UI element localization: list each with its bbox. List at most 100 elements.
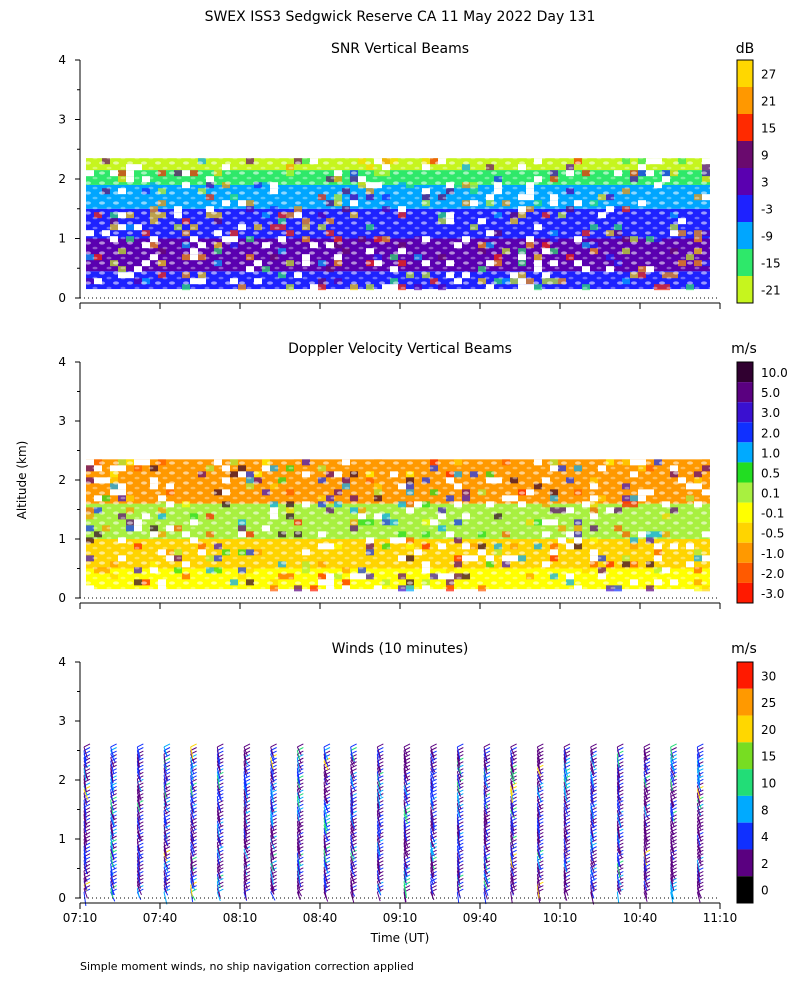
wind-barb-flag (323, 743, 331, 748)
wind-barb-flag (643, 743, 651, 748)
wind-barb (83, 846, 87, 861)
wind-barb (136, 870, 141, 881)
colorbar-swatch (737, 742, 753, 770)
wind-barb (563, 753, 567, 764)
wind-barb (430, 746, 435, 758)
wind-barb (456, 750, 461, 762)
wind-barb-flag (110, 789, 117, 794)
wind-barb (270, 884, 275, 895)
wind-barb (270, 753, 275, 763)
wind-barb (456, 831, 461, 846)
wind-barb (136, 778, 140, 792)
wind-barb (136, 860, 141, 871)
wind-barb-flag (163, 743, 171, 748)
wind-barb (616, 753, 620, 768)
colorbar-swatch (737, 60, 753, 87)
wind-barb (483, 775, 487, 786)
y-tick-label: 3 (58, 414, 66, 428)
wind-barb (216, 789, 222, 799)
wind-barb (350, 746, 354, 760)
wind-barb (243, 821, 248, 835)
wind-barb (643, 757, 647, 770)
wind-barb (83, 892, 87, 907)
wind-barb (616, 856, 620, 867)
wind-barb (190, 785, 193, 797)
wind-barb (643, 792, 648, 801)
wind-barb (190, 768, 194, 781)
wind-barb (83, 821, 87, 833)
wind-barb (616, 821, 620, 832)
wind-barb (110, 799, 114, 815)
wind-barb (696, 789, 701, 800)
wind-barb (350, 853, 354, 862)
wind-barb (563, 870, 567, 886)
wind-barb (163, 782, 166, 793)
wind-barb (456, 853, 460, 865)
wind-barb (536, 874, 540, 884)
wind-barb (270, 778, 275, 791)
wind-barb (430, 821, 435, 832)
wind-barb-flag (350, 743, 357, 748)
wind-barb (483, 746, 488, 761)
wind-barb (83, 810, 87, 823)
wind-barb-flag (323, 771, 331, 776)
wind-barb (563, 746, 568, 758)
wind-barb (483, 853, 488, 863)
wind-barb (190, 845, 194, 857)
wind-barb (536, 863, 541, 874)
colorbar-label: -0.1 (761, 507, 784, 521)
wind-barb (163, 852, 168, 862)
wind-barb (216, 768, 221, 780)
wind-barb (456, 771, 462, 783)
wind-barb (563, 757, 567, 769)
wind-barb (243, 807, 247, 818)
wind-barb-flag (670, 828, 677, 833)
wind-barb (243, 817, 248, 829)
wind-barb (243, 824, 247, 837)
wind-barb (163, 806, 168, 815)
wind-barb (270, 853, 273, 864)
x-tick-label: 09:10 (383, 911, 418, 925)
y-tick-label: 1 (58, 232, 66, 246)
wind-barb-flag (350, 747, 357, 751)
wind-barb (403, 746, 408, 757)
wind-barb (430, 867, 434, 879)
wind-barb (163, 884, 168, 894)
wind-barb (696, 838, 701, 853)
wind-barb (536, 746, 542, 757)
wind-barb-flag (403, 743, 411, 748)
wind-barb (350, 856, 355, 868)
wind-barb (83, 792, 87, 806)
wind-barb (563, 807, 567, 820)
wind-barb (456, 892, 460, 903)
wind-barb (483, 888, 488, 900)
wind-barb (510, 824, 514, 835)
colorbar-swatch (737, 442, 753, 463)
wind-barb (670, 891, 674, 904)
wind-barb (643, 746, 647, 758)
wind-barb (323, 877, 327, 893)
wind-barb (110, 824, 114, 840)
colorbar-swatch (737, 822, 753, 850)
wind-barb (136, 799, 142, 811)
doppler-colorbar-title: m/s (731, 341, 757, 357)
wind-barb (350, 824, 355, 837)
wind-barb (590, 814, 594, 828)
wind-barb (643, 821, 647, 835)
wind-barb-flag (563, 828, 571, 833)
wind-barb (483, 814, 488, 826)
colorbar-label: 20 (761, 723, 776, 737)
wind-barb (456, 803, 461, 813)
wind-barb (643, 785, 649, 794)
wind-barb (270, 828, 274, 839)
wind-barb (163, 867, 168, 878)
wind-barb (670, 803, 674, 817)
wind-barb (110, 888, 114, 899)
wind-barb (216, 881, 220, 892)
wind-barb (296, 750, 301, 760)
wind-barb (563, 867, 567, 879)
wind-barb (403, 853, 407, 866)
wind-barb (403, 838, 407, 850)
wind-barb (216, 807, 221, 821)
x-tick-label: 11:10 (703, 911, 738, 925)
